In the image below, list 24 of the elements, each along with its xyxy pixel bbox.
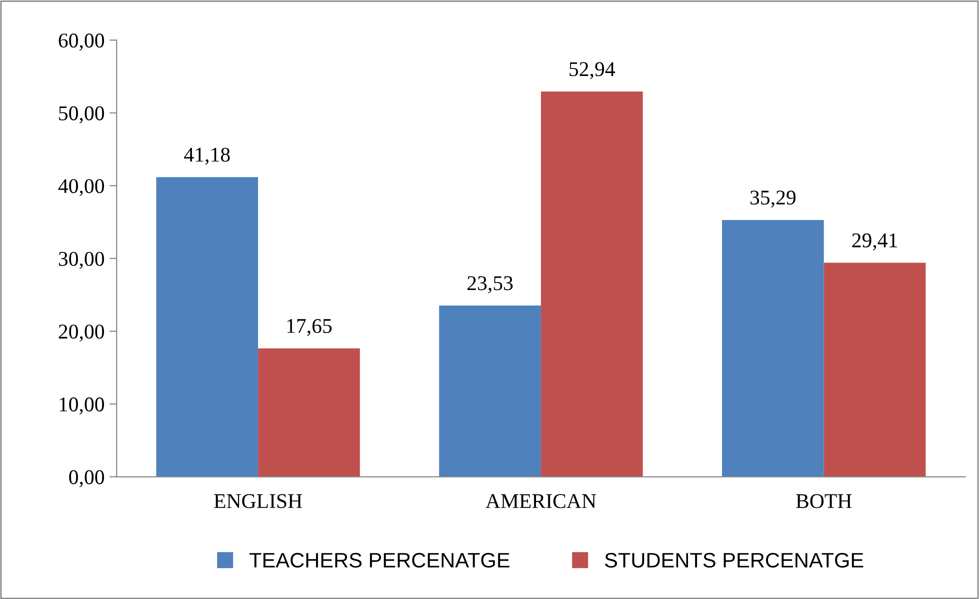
data-label: 41,18 bbox=[184, 148, 230, 165]
y-tick-label: 50,00 bbox=[59, 106, 104, 124]
y-tick-label: 30,00 bbox=[58, 252, 104, 269]
y-tick-label: 60,00 bbox=[58, 34, 104, 51]
bar bbox=[258, 348, 360, 477]
x-tick-label: AMERICAN bbox=[486, 494, 596, 508]
y-tick-label: 10,00 bbox=[60, 397, 104, 414]
legend-label: STUDENTS PERCENATGE bbox=[604, 552, 864, 568]
data-label: 35,29 bbox=[750, 190, 796, 208]
x-tick-label: BOTH bbox=[796, 494, 852, 508]
bar bbox=[540, 92, 643, 477]
y-tick-label: 20,00 bbox=[58, 324, 104, 342]
bar bbox=[439, 306, 541, 477]
data-label: 23,53 bbox=[468, 276, 513, 294]
bar bbox=[824, 262, 926, 477]
y-tick-label: 40,00 bbox=[58, 179, 104, 196]
x-tick-label: ENGLISH bbox=[214, 494, 302, 508]
data-label: 52,94 bbox=[570, 62, 615, 80]
bar bbox=[722, 220, 824, 477]
bar bbox=[156, 177, 258, 477]
data-label: 17,65 bbox=[287, 319, 332, 336]
y-tick-label: 0,00 bbox=[69, 470, 104, 488]
legend-label: TEACHERS PERCENATGE bbox=[250, 552, 510, 568]
data-label: 29,41 bbox=[852, 233, 897, 250]
